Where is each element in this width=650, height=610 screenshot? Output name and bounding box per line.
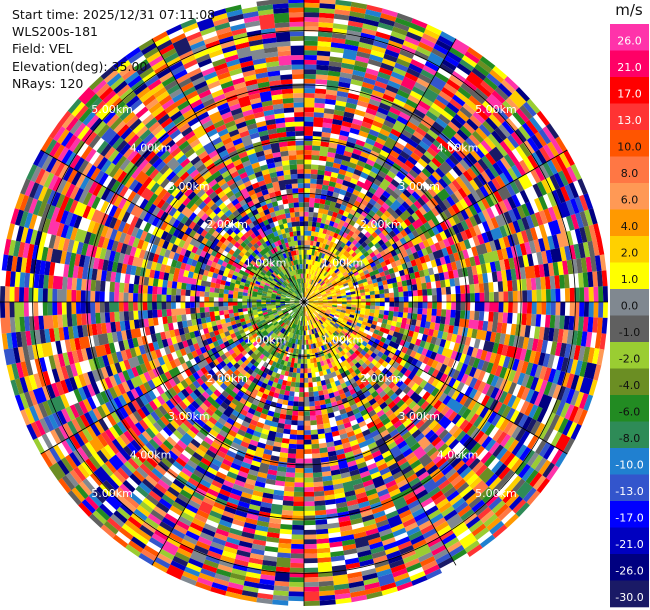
ring-label: 2.00km bbox=[360, 218, 402, 231]
velocity-bin-18 bbox=[1, 0, 594, 592]
colorbar-tick-labels: 26.0 21.0 17.0 13.0 10.0 8.0 6.0 4.0 2.0 1.0 0.0 -1… bbox=[615, 35, 643, 605]
ring-label: 4.00km bbox=[437, 449, 479, 462]
colorbar-swatch bbox=[610, 183, 649, 210]
colorbar-swatch bbox=[610, 421, 649, 449]
colorbar-tick-label: 13.0 bbox=[617, 114, 642, 127]
colorbar-swatch bbox=[610, 395, 649, 422]
colorbar-swatch bbox=[610, 130, 649, 157]
colorbar-tick-label: 4.0 bbox=[621, 220, 639, 233]
colorbar-swatch bbox=[610, 580, 649, 608]
ring-label: 5.00km bbox=[91, 103, 133, 116]
azimuth-spoke bbox=[151, 38, 305, 303]
colorbar-swatch bbox=[610, 474, 649, 502]
colorbar-tick-label: -17.0 bbox=[615, 512, 643, 525]
colorbar-tick-label: 21.0 bbox=[617, 61, 642, 74]
colorbar-swatch bbox=[610, 368, 649, 396]
colorbar-swatch bbox=[610, 103, 649, 131]
azimuth-spoke bbox=[151, 301, 305, 566]
colorbar-swatch bbox=[610, 527, 649, 555]
colorbar-swatch bbox=[610, 50, 649, 78]
colorbar-swatch bbox=[610, 236, 649, 263]
colorbar-tick-label: 0.0 bbox=[621, 300, 639, 313]
nrays-text: NRays: 120 bbox=[12, 75, 84, 91]
ring-label: 4.00km bbox=[437, 142, 479, 155]
velocity-bin-3 bbox=[14, 4, 607, 602]
ring-label: 2.00km bbox=[360, 372, 402, 385]
start-time-text: Start time: 2025/12/31 07:11:08 bbox=[12, 7, 216, 22]
azimuth-spoke bbox=[303, 38, 457, 303]
colorbar-tick-label: -8.0 bbox=[619, 432, 640, 445]
colorbar-swatch bbox=[610, 262, 649, 290]
azimuth-spoke bbox=[40, 149, 305, 303]
colorbar-tick-label: -1.0 bbox=[619, 326, 640, 339]
azimuth-spoke bbox=[303, 301, 568, 455]
site-name-text: WLS200s-181 bbox=[12, 24, 98, 40]
colorbar-swatch bbox=[610, 156, 649, 184]
azimuth-spoke bbox=[303, 149, 568, 303]
range-ring bbox=[249, 247, 359, 357]
colorbar-tick-label: 2.0 bbox=[621, 247, 639, 260]
colorbar-swatch bbox=[610, 209, 649, 237]
field-text: Field: VEL bbox=[12, 41, 73, 57]
ring-label: 4.00km bbox=[130, 142, 172, 155]
ring-label: 2.00km bbox=[206, 218, 248, 231]
ring-label: 5.00km bbox=[475, 487, 517, 500]
colorbar-tick-label: -21.0 bbox=[615, 538, 643, 551]
elevation-text: Elevation(deg): 35.00 bbox=[12, 58, 148, 74]
ring-label: 1.00km bbox=[245, 333, 287, 346]
colorbar-tick-label: -10.0 bbox=[615, 459, 643, 472]
ring-label: 1.00km bbox=[322, 257, 364, 270]
polar-grid bbox=[0, 0, 608, 606]
range-ring bbox=[32, 30, 576, 574]
ring-label: 5.00km bbox=[91, 487, 133, 500]
velocity-bin-19 bbox=[9, 3, 608, 601]
colorbar-tick-label: -26.0 bbox=[615, 565, 643, 578]
colorbar-tick-label: 1.0 bbox=[621, 273, 639, 286]
colorbar-swatch bbox=[610, 24, 649, 51]
velocity-bin-21 bbox=[0, 12, 603, 598]
colorbar-tick-label: 26.0 bbox=[617, 35, 642, 48]
ring-label: 3.00km bbox=[168, 180, 210, 193]
colorbar-swatch bbox=[610, 315, 649, 343]
colorbar-swatch bbox=[610, 77, 649, 104]
ring-label: 2.00km bbox=[206, 372, 248, 385]
range-ring bbox=[140, 138, 468, 466]
azimuth-spoke bbox=[303, 301, 457, 566]
colorbar-tick-label: -6.0 bbox=[619, 406, 640, 419]
ring-label: 3.00km bbox=[168, 410, 210, 423]
ring-label: 1.00km bbox=[245, 257, 287, 270]
colorbar-swatch bbox=[610, 342, 649, 369]
velocity-bin-8 bbox=[6, 4, 598, 586]
velocity-bin-9 bbox=[9, 24, 608, 605]
colorbar-tick-label: 6.0 bbox=[621, 194, 639, 207]
colorbar-tick-label: 17.0 bbox=[617, 88, 642, 101]
velocity-cells bbox=[0, 0, 608, 606]
colorbar-swatch bbox=[610, 554, 649, 581]
velocity-bin-15 bbox=[10, 0, 584, 591]
colorbar-unit: m/s bbox=[615, 1, 643, 19]
colorbar-tick-label: 8.0 bbox=[621, 167, 639, 180]
scan-info: Start time: 2025/12/31 07:11:08 WLS200s-… bbox=[12, 6, 215, 92]
colorbar-tick-label: -2.0 bbox=[619, 353, 640, 366]
colorbar-swatch bbox=[610, 501, 649, 528]
colorbar-tick-label: 10.0 bbox=[617, 141, 642, 154]
ring-label: 1.00km bbox=[322, 333, 364, 346]
ring-label: 5.00km bbox=[475, 103, 517, 116]
range-ring-labels: 1.00km 1.00km 1.00km 1.00km 2.00km 2.00km 2.00… bbox=[91, 103, 516, 500]
ppi-scan-plot: 1.00km 1.00km 1.00km 1.00km 2.00km 2.00km 2.00… bbox=[0, 0, 608, 606]
velocity-bin-13 bbox=[14, 1, 593, 606]
colorbar-swatch bbox=[610, 448, 649, 475]
colorbar-swatches bbox=[610, 24, 649, 608]
ring-label: 4.00km bbox=[130, 449, 172, 462]
azimuth-spoke bbox=[40, 301, 305, 455]
ring-label: 3.00km bbox=[398, 180, 440, 193]
range-ring bbox=[86, 84, 522, 520]
ring-label: 3.00km bbox=[398, 410, 440, 423]
colorbar-tick-label: -13.0 bbox=[615, 485, 643, 498]
colorbar-tick-label: -30.0 bbox=[615, 591, 643, 604]
range-ring bbox=[194, 192, 413, 411]
colorbar-swatch bbox=[610, 289, 649, 316]
colorbar-tick-label: -4.0 bbox=[619, 379, 640, 392]
